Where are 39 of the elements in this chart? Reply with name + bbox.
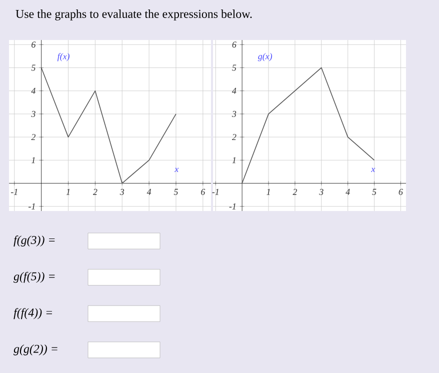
y-tick-label: 4 xyxy=(31,88,36,94)
y-axis-title: f(x) xyxy=(57,52,70,62)
x-axis-title: x xyxy=(371,168,376,172)
x-tick-label: -1 xyxy=(212,188,218,195)
x-tick-label: 2 xyxy=(92,188,98,195)
x-tick-label: 6 xyxy=(201,188,206,195)
x-tick-label: 6 xyxy=(398,188,403,195)
y-tick-label: -1 xyxy=(28,203,35,210)
text: g(g(2)) = xyxy=(14,344,58,356)
y-tick-label: 3 xyxy=(31,110,36,117)
x-tick-label: 5 xyxy=(372,188,376,195)
y-tick-label: 2 xyxy=(31,134,36,140)
x-axis-title: x xyxy=(174,168,179,172)
y-tick-label: 6 xyxy=(232,42,236,48)
x-tick-label: -1 xyxy=(10,188,18,195)
x-tick-label: 5 xyxy=(174,188,178,195)
y-axis-title: g(x) xyxy=(258,53,272,62)
line-series xyxy=(242,67,375,184)
x-tick-label: 3 xyxy=(319,188,324,195)
x-tick-label: 3 xyxy=(120,188,124,195)
y-tick-label: 1 xyxy=(232,157,236,164)
text: g(f(5)) = xyxy=(14,272,55,283)
text: f(f(4)) = xyxy=(14,308,52,320)
x-tick-label: 1 xyxy=(66,188,70,195)
y-tick-label: 1 xyxy=(32,157,35,164)
text: f(g(3)) = xyxy=(14,236,55,246)
y-tick-label: 6 xyxy=(32,42,36,48)
x-tick-label: 4 xyxy=(146,188,152,195)
y-tick-label: 5 xyxy=(232,64,236,71)
line-series xyxy=(40,67,176,184)
x-tick-label: 2 xyxy=(292,188,297,195)
y-tick-label: 3 xyxy=(232,110,236,117)
y-tick-label: 2 xyxy=(232,134,236,140)
x-tick-label: 4 xyxy=(346,188,350,195)
y-tick-label: 5 xyxy=(31,64,36,71)
y-tick-label: 4 xyxy=(232,88,236,94)
x-tick-label: 1 xyxy=(266,188,270,195)
chart-title: Use the graphs to evaluate the expressions below. xyxy=(16,10,252,20)
y-tick-label: -1 xyxy=(229,203,236,210)
